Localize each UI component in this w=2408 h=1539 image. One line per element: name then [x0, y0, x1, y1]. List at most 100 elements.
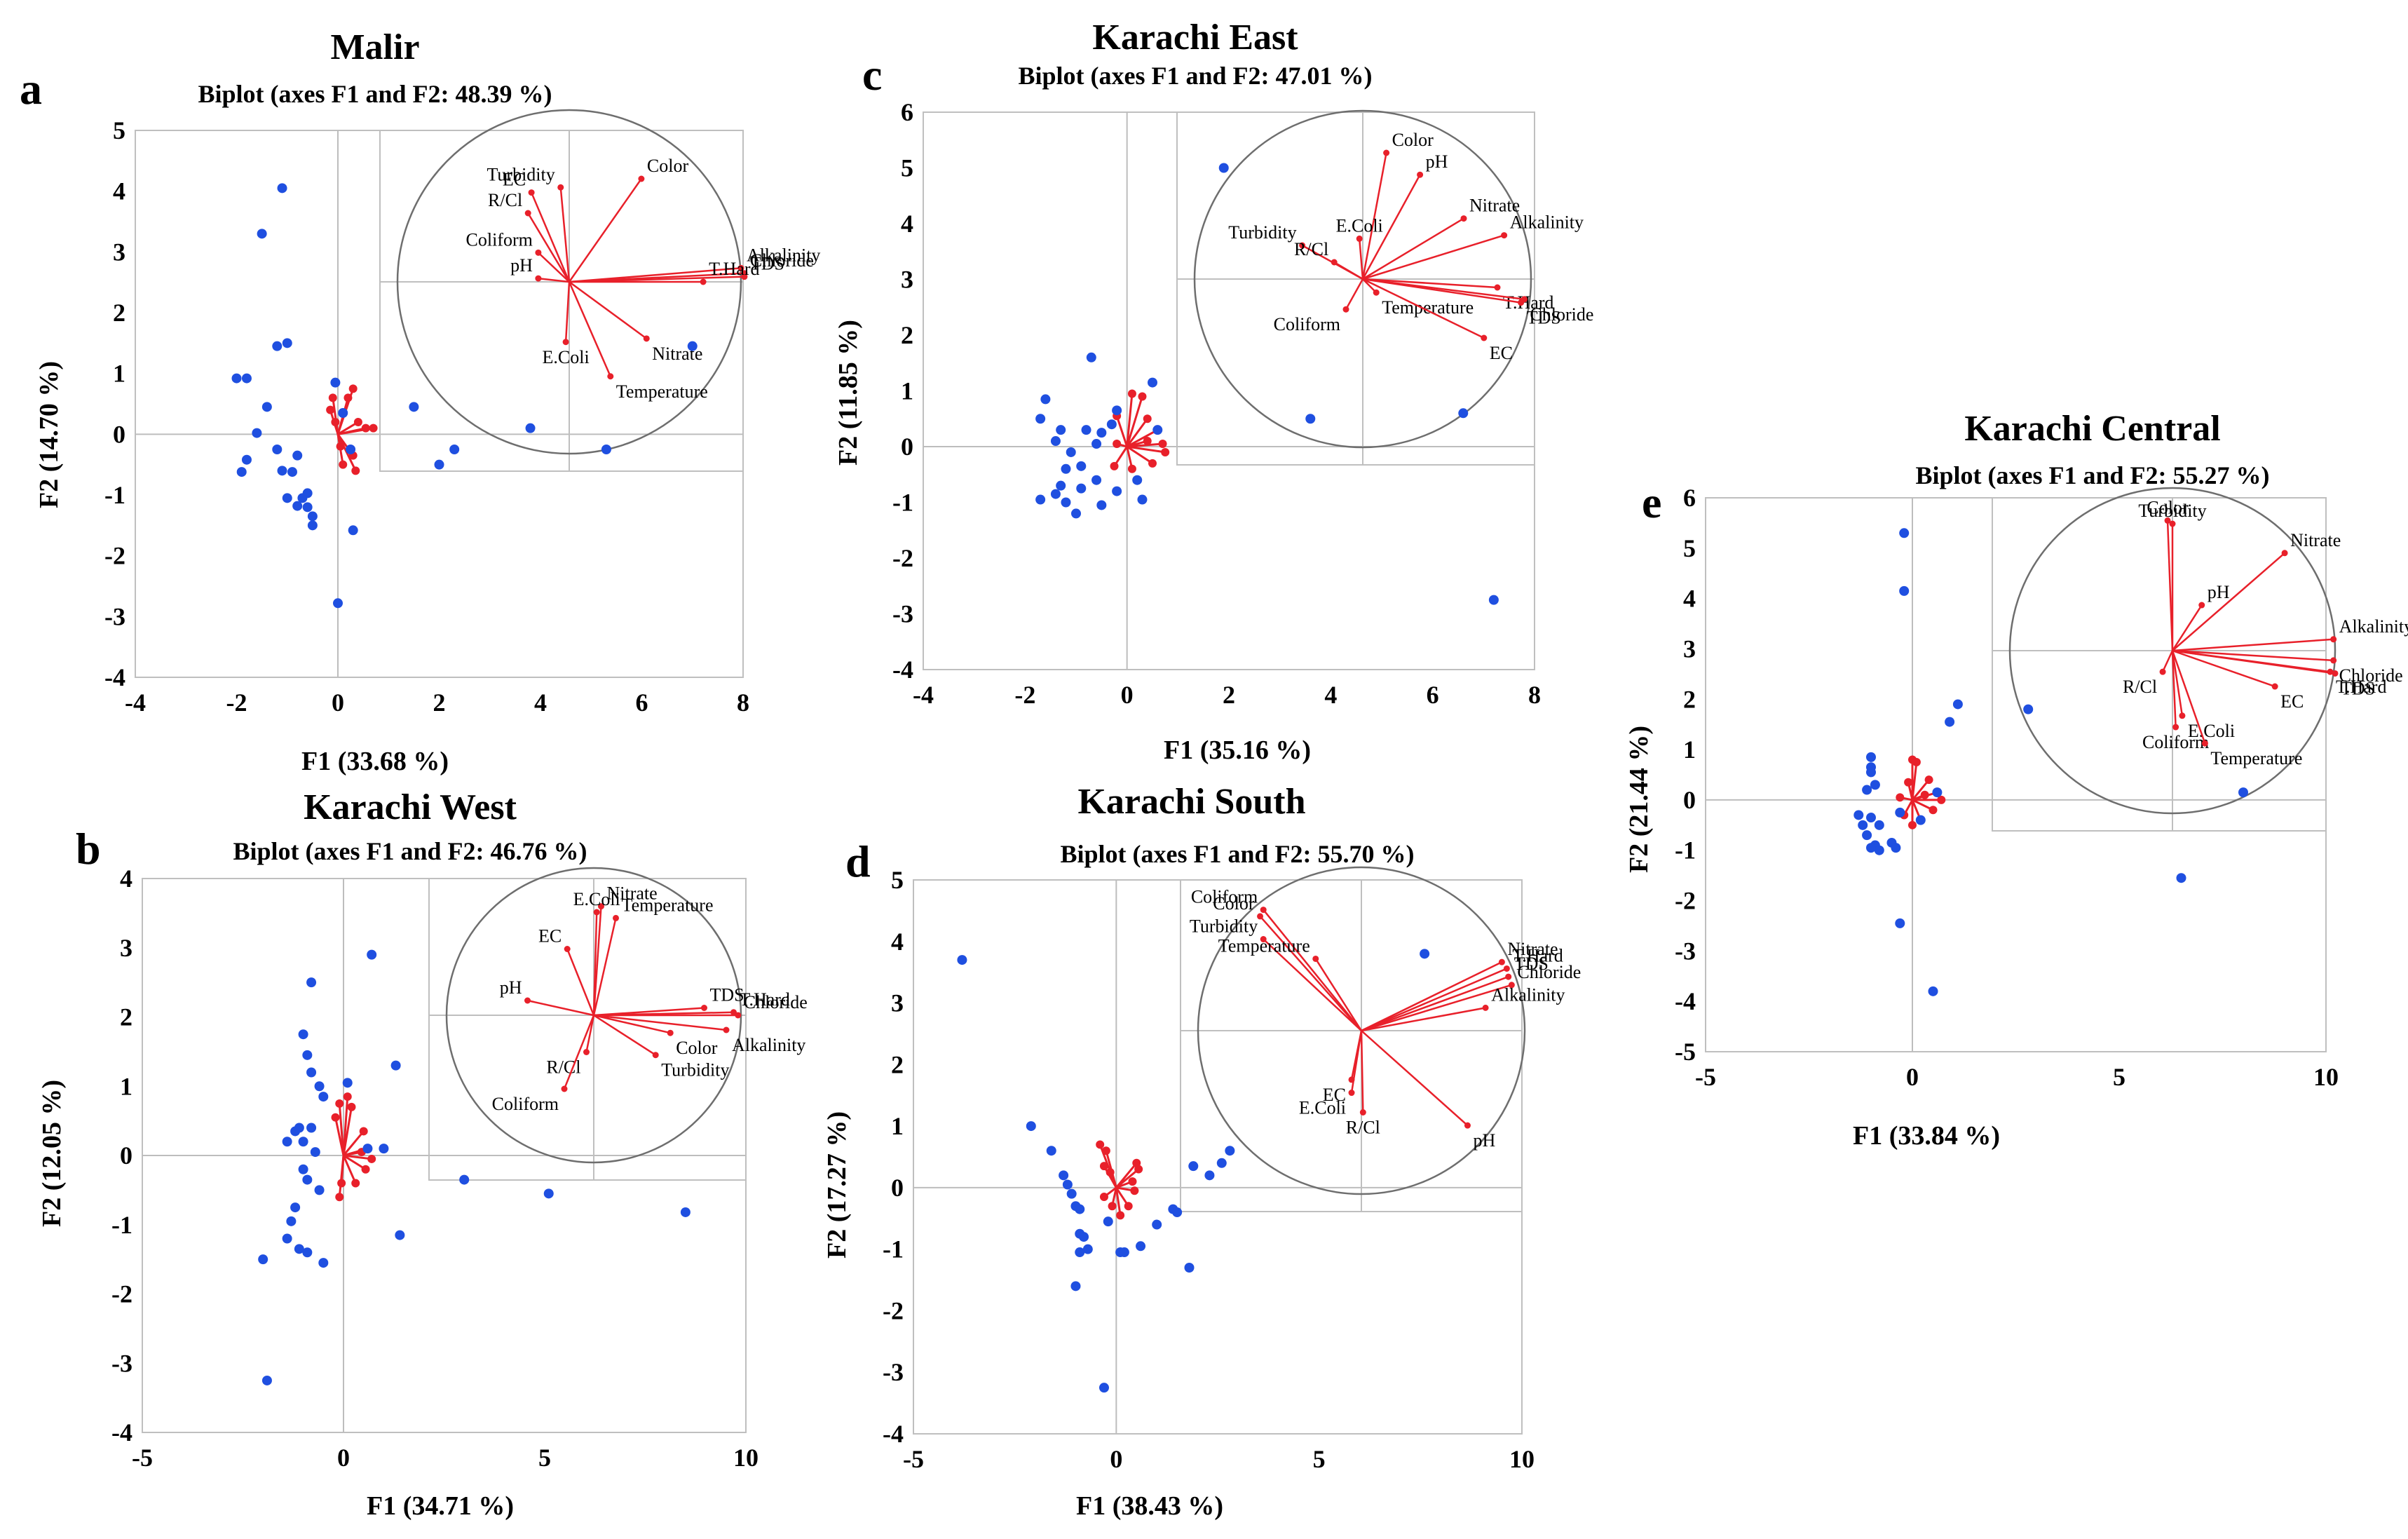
origin-vector-tip	[1127, 389, 1136, 398]
origin-vector-tip	[1920, 790, 1929, 799]
origin-vector-tip	[1904, 778, 1913, 787]
origin-vector-tip	[1108, 1202, 1117, 1211]
observation-point	[1050, 489, 1061, 499]
panel-letter: d	[845, 836, 871, 886]
panel-title: Karachi South	[1077, 782, 1305, 822]
loading-point	[598, 903, 604, 910]
loading-label: Temperature	[616, 381, 708, 402]
loading-vector	[1362, 278, 1485, 339]
loading-label: E.Coli	[2188, 721, 2235, 741]
observation-point	[1188, 1161, 1199, 1172]
loading-point	[2330, 657, 2337, 664]
loading-label: Temperature	[2210, 748, 2302, 768]
observation-point	[241, 373, 252, 384]
observation-point	[1112, 405, 1122, 416]
origin-vector-tip	[1127, 464, 1136, 473]
loading-vector	[592, 911, 598, 1016]
origin-vector	[342, 1155, 357, 1184]
panel-karachi-east: Karachi East Biplot (axes F1 and F2: 47.…	[834, 18, 1593, 765]
y-tick-label: 6	[1683, 484, 1696, 512]
observation-point	[1066, 1188, 1077, 1199]
x-axis-label: F1 (33.84 %)	[1853, 1121, 2000, 1151]
origin-vector-tip	[347, 1102, 356, 1111]
observation-point	[1061, 497, 1071, 508]
loading-point	[562, 339, 569, 346]
loading-label: Color	[647, 156, 689, 176]
y-tick-label: 0	[891, 1174, 904, 1202]
loading-label: T.Hard	[740, 989, 790, 1010]
circle-inset-frame	[1180, 879, 1523, 1212]
loading-point	[735, 1012, 742, 1019]
y-tick-label: 4	[113, 177, 125, 205]
loading-vector	[2172, 552, 2285, 651]
y-tick-label: -3	[104, 602, 125, 630]
origin-vector	[338, 1155, 345, 1198]
loading-vector	[1259, 916, 1362, 1031]
loading-label: Coliform	[1191, 887, 1258, 907]
loading-vector	[566, 949, 595, 1016]
loading-point	[1260, 907, 1267, 914]
origin-vector	[336, 434, 344, 465]
origin-vector-tip	[1116, 1211, 1125, 1220]
y-tick-label: -5	[1675, 1038, 1696, 1066]
observation-point	[395, 1230, 405, 1240]
x-axis-label: F1 (38.43 %)	[1076, 1491, 1223, 1521]
y-tick-label: -4	[111, 1418, 132, 1446]
origin-vector-tip	[1161, 447, 1170, 456]
loading-point	[2198, 602, 2205, 609]
circle-inset-frame	[1176, 111, 1535, 466]
observation-point	[1899, 585, 1910, 596]
loading-label: Alkalinity	[747, 245, 820, 265]
loading-vector	[2171, 650, 2184, 716]
observation-point	[1891, 843, 1901, 853]
observation-point	[348, 525, 358, 536]
loading-vector	[1358, 238, 1364, 280]
loading-point	[1342, 306, 1349, 313]
loading-point	[2330, 636, 2337, 643]
observation-point	[1458, 408, 1469, 419]
observation-point	[449, 445, 460, 454]
loading-vector	[2172, 649, 2334, 662]
loading-point	[2332, 670, 2339, 677]
origin-vector-tip	[1096, 1140, 1105, 1149]
observation-point	[1076, 461, 1087, 471]
panel-letter: c	[862, 50, 882, 100]
panel-karachi-south: Karachi South Biplot (axes F1 and F2: 55…	[822, 782, 1581, 1521]
loading-point	[1417, 171, 1424, 178]
loading-label: R/Cl	[2123, 677, 2157, 697]
observation-point	[1895, 918, 1905, 928]
observation-point	[1081, 425, 1091, 435]
loading-label: R/Cl	[488, 190, 522, 210]
loading-label: Nitrate	[1469, 196, 1520, 216]
observation-point	[1225, 1146, 1235, 1156]
loading-label: EC	[2280, 691, 2304, 712]
observation-point	[257, 229, 267, 239]
origin-vector-tip	[343, 393, 353, 402]
observation-point	[1866, 752, 1876, 762]
loading-label: TDS	[1514, 954, 1549, 974]
x-tick-label: -5	[132, 1444, 153, 1472]
observation-point	[342, 1078, 353, 1088]
x-tick-label: 5	[1313, 1445, 1326, 1473]
observation-point	[286, 1216, 297, 1226]
observation-point	[525, 423, 536, 433]
observation-point	[1204, 1170, 1215, 1181]
loading-vector	[585, 1015, 595, 1052]
loading-point	[1498, 958, 1505, 965]
loading-vector	[1362, 217, 1464, 280]
loading-vector	[2172, 649, 2336, 674]
x-tick-label: -2	[226, 689, 247, 717]
y-tick-label: -2	[892, 544, 913, 572]
loading-point	[528, 189, 535, 196]
y-tick-label: -1	[104, 481, 125, 509]
loading-label: T.Hard	[1503, 292, 1553, 313]
observation-point	[1079, 1232, 1089, 1242]
loading-vector	[2171, 604, 2203, 651]
y-tick-label: 1	[891, 1112, 904, 1140]
loading-point	[1482, 1004, 1489, 1011]
loading-point	[741, 273, 748, 280]
loading-vector	[1362, 278, 1378, 294]
y-tick-label: -3	[892, 600, 913, 628]
observation-point	[252, 428, 262, 438]
